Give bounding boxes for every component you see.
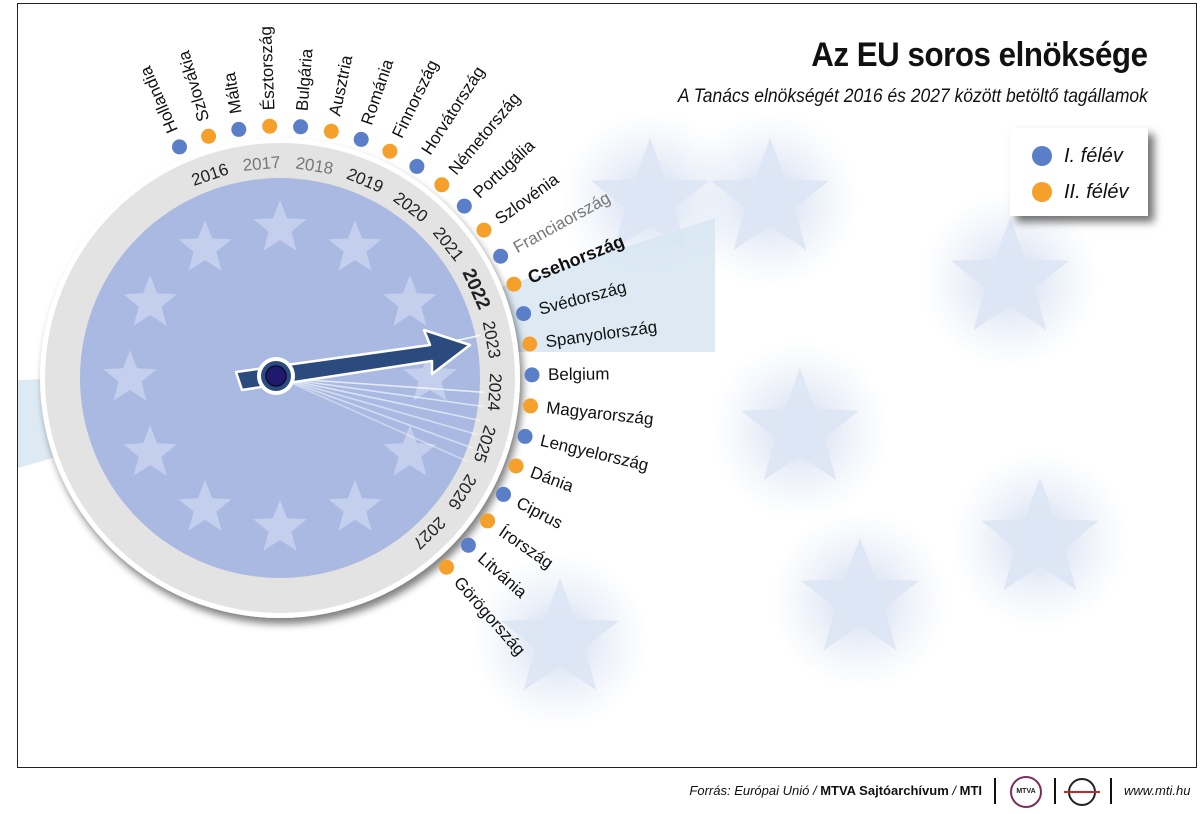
presidency-dot <box>508 458 524 474</box>
spoke <box>279 377 481 422</box>
presidency-dot <box>523 398 538 414</box>
legend-label-first-half: I. félév <box>1064 144 1123 167</box>
legend-label-second-half: II. félév <box>1064 180 1129 203</box>
spoke <box>279 377 468 463</box>
spoke <box>279 377 485 394</box>
eu-star <box>123 275 177 326</box>
background-star <box>801 538 919 651</box>
presidency-dot <box>323 123 339 139</box>
legend-dot-first-half <box>1032 146 1052 166</box>
presidency-dot <box>496 486 511 502</box>
country-label: Magyarország <box>545 398 654 429</box>
presidency-dot <box>434 177 450 193</box>
mtva-logo: MTVA <box>1010 776 1042 808</box>
presidency-dot <box>476 222 492 238</box>
eu-star <box>178 479 232 531</box>
arrow-hub-center <box>265 365 287 387</box>
country-label: Ausztria <box>325 53 356 118</box>
presidency-dot <box>231 121 247 137</box>
eu-star <box>103 350 157 401</box>
footer: Forrás: Európai Unió / MTVA Sajtóarchívu… <box>0 774 1200 810</box>
presidency-dot <box>353 131 369 147</box>
eu-star <box>253 200 307 251</box>
country-label: Málta <box>220 70 246 115</box>
footer-divider <box>994 778 996 804</box>
presidency-dot <box>409 158 425 174</box>
presidency-dot <box>456 198 472 214</box>
presidency-dot <box>524 367 540 383</box>
legend-dot-second-half <box>1032 182 1052 202</box>
eu-star <box>253 500 307 551</box>
source-prefix: Forrás: Európai Unió / <box>689 783 821 798</box>
presidency-dot <box>201 128 217 144</box>
chart-title: Az EU soros elnöksége <box>811 36 1149 74</box>
background-star <box>741 368 859 481</box>
presidency-dot <box>517 428 533 444</box>
presidency-dot <box>522 336 538 352</box>
year-label: 2024 <box>484 373 505 412</box>
eu-star <box>328 479 382 531</box>
spoke <box>279 377 484 408</box>
country-label: Lengyelország <box>538 431 650 475</box>
source-archive: MTVA Sajtóarchívum <box>820 783 949 798</box>
footer-divider <box>1110 778 1112 804</box>
spoke <box>279 377 473 449</box>
country-label: Szlovákia <box>174 48 213 124</box>
background-stars <box>470 110 1130 730</box>
presidency-dot <box>382 143 398 159</box>
presidency-dot <box>172 139 187 155</box>
country-label: Dánia <box>528 463 577 496</box>
chart-subtitle: A Tanács elnökségét 2016 és 2027 között … <box>677 86 1148 107</box>
eu-star <box>328 220 382 271</box>
presidency-dot <box>262 118 278 134</box>
country-label: Románia <box>357 56 397 127</box>
eu-star <box>123 425 177 476</box>
eu-star <box>383 275 437 326</box>
current-presidency-arrow <box>234 328 472 395</box>
country-label: Bulgária <box>293 47 317 111</box>
country-label: Észtország <box>256 26 278 111</box>
background-star <box>981 478 1099 591</box>
wheel-eu-stars <box>103 200 457 551</box>
legend: I. félév II. félév <box>1010 128 1148 216</box>
presidency-dot <box>493 248 509 264</box>
presidency-dot <box>460 537 476 553</box>
presidency-dot <box>516 306 532 322</box>
background-star <box>951 218 1069 331</box>
background-star <box>501 578 619 691</box>
presidency-dot <box>439 559 454 575</box>
eu-star <box>403 350 457 401</box>
year-label: 2017 <box>242 153 281 175</box>
country-label: Belgium <box>548 364 610 384</box>
presidency-dot <box>293 119 309 135</box>
source-separator: / <box>948 783 960 798</box>
legend-item-second-half: II. félév <box>1032 180 1128 204</box>
source-line: Forrás: Európai Unió / MTVA Sajtóarchívu… <box>689 783 982 798</box>
presidency-dot <box>480 513 496 529</box>
website-url: www.mti.hu <box>1124 783 1191 798</box>
eu-star <box>383 425 437 476</box>
country-label: Hollandia <box>136 63 182 136</box>
country-label: Ciprus <box>513 493 565 533</box>
source-mti: MTI <box>959 783 982 798</box>
legend-item-first-half: I. félév <box>1032 144 1123 168</box>
spoke <box>279 377 478 436</box>
background-star <box>591 138 709 251</box>
footer-divider <box>1054 778 1056 804</box>
background-star <box>711 138 829 251</box>
presidency-dot <box>506 276 522 292</box>
mti-logo <box>1064 778 1100 806</box>
eu-star <box>178 220 232 271</box>
